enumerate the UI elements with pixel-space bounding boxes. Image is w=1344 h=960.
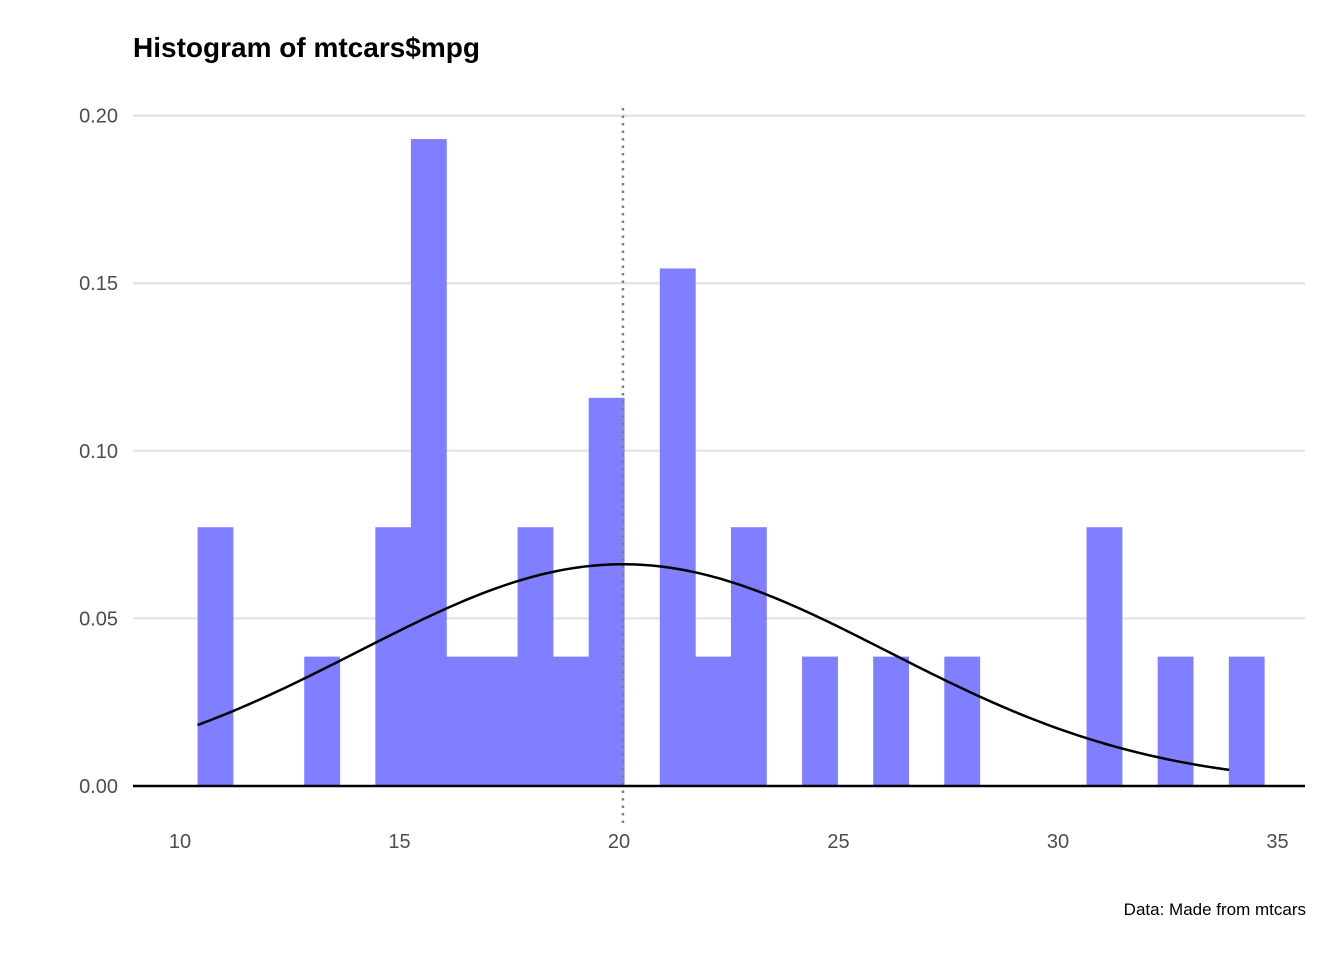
x-tick-label: 15 bbox=[388, 831, 410, 853]
x-tick-label: 25 bbox=[827, 831, 849, 853]
y-tick-label: 0.15 bbox=[79, 273, 118, 295]
histogram-bar-3 bbox=[304, 656, 341, 786]
density-curve-layer bbox=[197, 562, 1230, 772]
histogram-bar-17 bbox=[802, 656, 838, 786]
chart-title: Histogram of mtcars$mpg bbox=[133, 32, 480, 63]
histogram-bar-19 bbox=[873, 656, 910, 786]
histogram-bar-7 bbox=[446, 656, 483, 786]
x-tick-label: 10 bbox=[169, 831, 191, 853]
histogram-bar-14 bbox=[695, 656, 732, 786]
y-tick-labels: 0.00 0.05 0.10 0.15 0.20 bbox=[79, 106, 118, 798]
histogram-bar-9 bbox=[517, 527, 554, 786]
x-tick-label: 30 bbox=[1047, 831, 1069, 853]
chart-caption: Data: Made from mtcars bbox=[1123, 900, 1306, 919]
y-tick-label: 0.05 bbox=[79, 608, 118, 630]
histogram-bar-11 bbox=[588, 397, 625, 786]
histogram-bar-27 bbox=[1157, 656, 1194, 786]
histogram-bar-10 bbox=[553, 656, 590, 786]
histogram-bar-15 bbox=[730, 527, 767, 786]
x-tick-label: 20 bbox=[608, 831, 630, 853]
histogram-bar-0 bbox=[197, 527, 234, 786]
y-tick-label: 0.10 bbox=[79, 441, 118, 463]
bars-layer bbox=[197, 139, 1265, 787]
histogram-bar-21 bbox=[944, 656, 981, 786]
x-tick-label: 35 bbox=[1266, 831, 1288, 853]
grid-layer bbox=[133, 114, 1305, 620]
histogram-bar-29 bbox=[1228, 656, 1265, 786]
histogram-bar-13 bbox=[659, 268, 696, 787]
y-tick-label: 0.20 bbox=[79, 106, 118, 128]
histogram-bar-8 bbox=[482, 656, 518, 786]
x-tick-labels: 10 15 20 25 30 35 bbox=[169, 831, 1289, 853]
histogram-bar-6 bbox=[410, 139, 447, 787]
y-tick-label: 0.00 bbox=[79, 776, 118, 798]
density-curve bbox=[197, 562, 1230, 772]
histogram-bar-5 bbox=[375, 527, 412, 786]
